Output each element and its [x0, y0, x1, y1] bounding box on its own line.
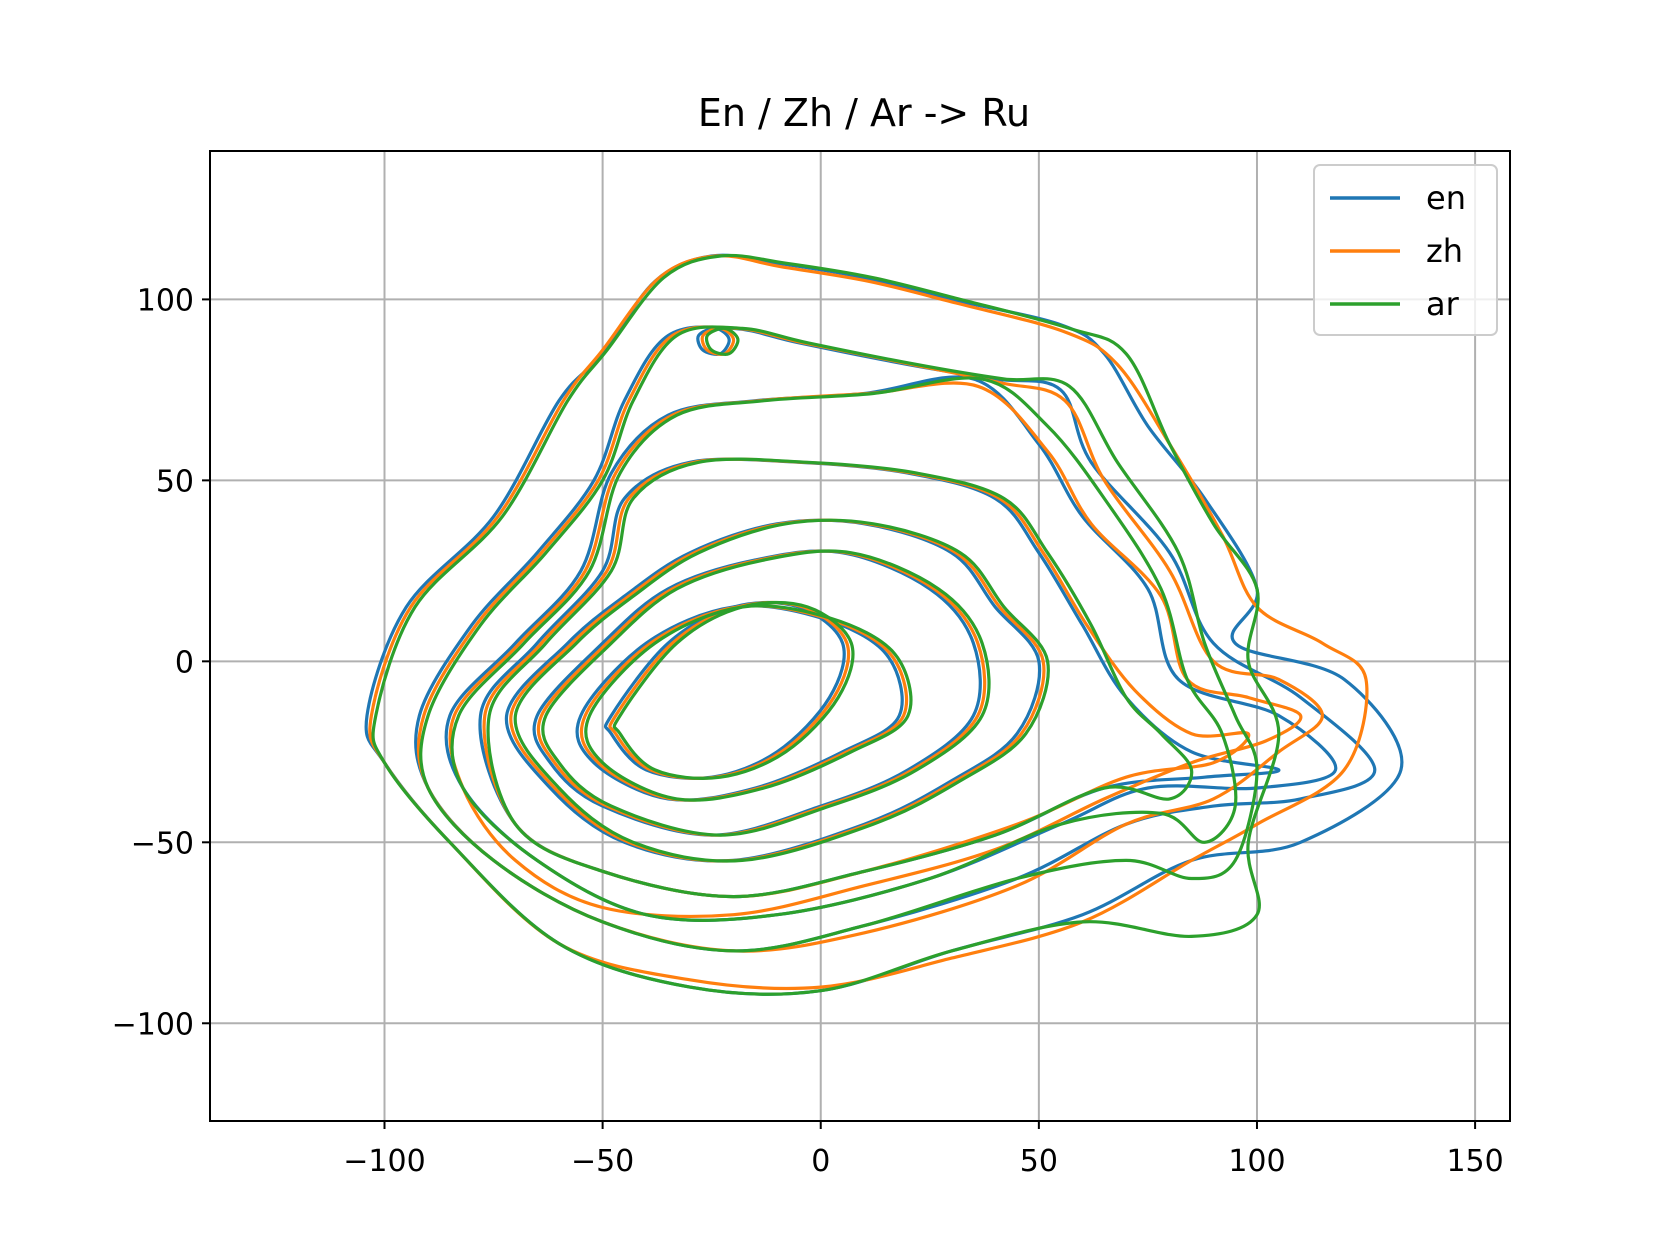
- x-tick-label: 0: [811, 1144, 830, 1179]
- grid-lines: [210, 151, 1510, 1121]
- plot-frame: [209, 150, 1511, 1122]
- chart-title: En / Zh / Ar -> Ru: [698, 91, 1030, 135]
- series-ar: [371, 253, 1281, 996]
- x-tick-label: 100: [1228, 1144, 1285, 1179]
- contour-line-ar: [450, 376, 1238, 922]
- legend-label-zh: zh: [1426, 232, 1463, 270]
- legend: en zh ar: [1313, 164, 1498, 336]
- contour-line-ar: [486, 457, 1194, 899]
- contour-line-ar: [541, 549, 991, 837]
- y-tick-label: 0: [175, 645, 194, 680]
- y-axis: −100 −50 0 50 100: [112, 283, 210, 1042]
- contour-line-zh: [448, 381, 1303, 919]
- contour-line-ar: [371, 253, 1281, 996]
- legend-label-en: en: [1426, 179, 1466, 217]
- contour-line-ar: [419, 325, 1259, 953]
- legend-label-ar: ar: [1426, 285, 1460, 323]
- x-axis: −100 −50 0 50 100 150: [343, 1121, 1504, 1179]
- contour-line-ar: [612, 600, 855, 780]
- y-tick-label: −100: [112, 1007, 194, 1042]
- contour-line-ar: [704, 326, 740, 356]
- x-tick-label: −100: [343, 1144, 425, 1179]
- contour-line-zh: [608, 600, 851, 780]
- x-tick-label: 50: [1020, 1144, 1058, 1179]
- y-tick-label: 100: [137, 283, 194, 318]
- legend-box: [1313, 164, 1498, 336]
- contour-line-zh: [368, 254, 1369, 991]
- contour-line-ar: [584, 604, 913, 802]
- y-tick-label: −50: [131, 826, 194, 861]
- x-tick-label: −50: [571, 1144, 634, 1179]
- y-tick-label: 50: [156, 464, 194, 499]
- x-tick-label: 150: [1446, 1144, 1503, 1179]
- plot-contours: [364, 253, 1404, 996]
- contour-line-ar: [513, 518, 1050, 863]
